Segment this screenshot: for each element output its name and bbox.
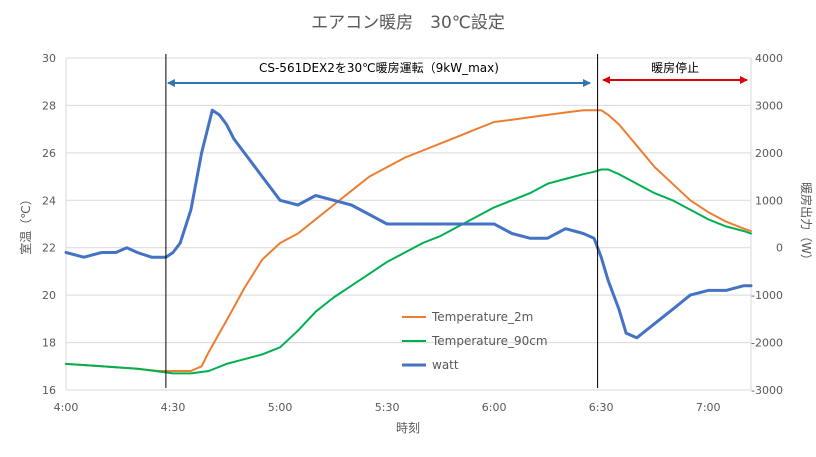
right-axis-ticks: -3000 -2000 -1000 0 1000 2000 3000 4000 [751, 52, 783, 397]
x-tick-label: 4:30 [161, 401, 186, 414]
stop-label: 暖房停止 [651, 60, 699, 75]
y-right-tick-label: 0 [776, 242, 783, 255]
y-left-tick-label: 18 [42, 337, 56, 350]
x-tick-label: 5:00 [268, 401, 293, 414]
y-left-tick-label: 20 [42, 289, 56, 302]
x-tick-label: 4:00 [54, 401, 79, 414]
legend-label: watt [432, 358, 459, 372]
x-axis-label: 時刻 [396, 421, 420, 435]
x-tick-label: 7:00 [696, 401, 721, 414]
operation-label: CS-561DEX2を30℃暖房運転（9kW_max) [259, 60, 499, 75]
y-left-tick-label: 30 [42, 52, 56, 65]
legend-label: Temperature_90cm [431, 334, 548, 348]
x-tick-label: 6:00 [482, 401, 507, 414]
x-axis-ticks: 4:00 4:30 5:00 5:30 6:00 6:30 7:00 [54, 401, 721, 414]
y-left-tick-label: 24 [42, 194, 56, 207]
series-line-temperature-2m [65, 109, 752, 372]
y-right-tick-label: -2000 [751, 337, 783, 350]
y-right-axis-label: 暖房出力（W） [799, 182, 814, 266]
y-left-axis-label: 室温（℃） [18, 193, 33, 254]
series-group [64, 108, 753, 375]
grid-lines [65, 57, 752, 391]
y-left-tick-label: 22 [42, 242, 56, 255]
y-right-tick-label: 4000 [755, 52, 783, 65]
y-right-tick-label: 2000 [755, 147, 783, 160]
y-left-tick-label: 28 [42, 99, 56, 112]
left-axis-ticks: 16 18 20 22 24 26 28 30 [42, 52, 56, 397]
series-line-watt [64, 108, 753, 340]
legend-label: Temperature_2m [431, 310, 533, 324]
x-tick-label: 6:30 [589, 401, 614, 414]
y-left-tick-label: 16 [42, 384, 56, 397]
y-right-tick-label: -3000 [751, 384, 783, 397]
y-right-tick-label: -1000 [751, 289, 783, 302]
vertical-markers [165, 54, 599, 388]
x-tick-label: 5:30 [375, 401, 400, 414]
chart-title: エアコン暖房 30℃設定 [311, 13, 505, 33]
y-right-tick-label: 1000 [755, 194, 783, 207]
series-line-temperature-90cm [65, 168, 752, 375]
y-left-tick-label: 26 [42, 147, 56, 160]
y-right-tick-label: 3000 [755, 99, 783, 112]
